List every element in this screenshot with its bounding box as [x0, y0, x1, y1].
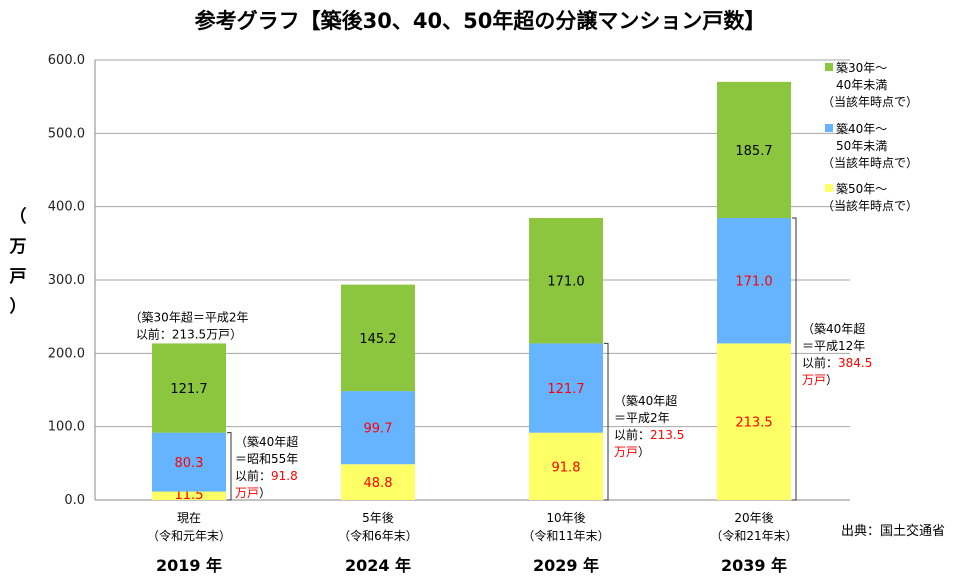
annotation-tail: ）: [826, 373, 838, 387]
bar-value-label: 48.8: [364, 476, 393, 491]
legend-label: 築40年〜: [836, 121, 887, 136]
x-category-sublabel: （令和元年末）: [147, 528, 231, 543]
annotation-highlight: 万戸: [802, 373, 826, 387]
annotation-text: 以前：213.5万戸）: [136, 326, 242, 341]
bar-value-label: 185.7: [735, 144, 772, 159]
legend-swatch: [825, 63, 833, 71]
annotation-line: 以前：213.5: [614, 427, 684, 442]
bar-segment-3-2: [717, 81, 791, 219]
bar-value-label: 121.7: [170, 382, 207, 397]
annotation-bracket: [792, 217, 797, 501]
annotation-highlight: 万戸: [235, 486, 259, 500]
bar-value-label: 121.7: [547, 382, 584, 397]
annotation-text: ＝平成12年: [802, 339, 865, 353]
y-tick-label: 400.0: [48, 200, 85, 215]
bar-segment-0-1: [152, 432, 226, 492]
annotation-highlight: 384.5: [838, 356, 872, 370]
annotation-line: ＝昭和55年: [235, 452, 298, 466]
y-tick-label: 200.0: [48, 346, 85, 361]
bar-value-label: 80.3: [175, 456, 204, 471]
annotation-text: 以前：: [235, 468, 271, 483]
y-axis-label-char: （: [10, 206, 27, 227]
annotation-line: （築40年超: [235, 434, 298, 449]
annotation-text: 以前：: [802, 355, 838, 370]
annotation-text: 以前：: [614, 427, 650, 442]
legend-label: 50年未満: [836, 139, 887, 153]
annotation-text: （築40年超: [614, 393, 677, 408]
y-tick-label: 0.0: [64, 493, 85, 508]
annotation-text: ＝昭和55年: [235, 452, 298, 466]
legend-label: （当該年時点で）: [822, 198, 918, 213]
annotation-line: 以前：384.5: [802, 355, 872, 370]
bar-segment-2-2: [529, 218, 603, 344]
y-tick-label: 100.0: [48, 420, 85, 435]
annotation-line: （築40年超: [802, 321, 865, 336]
annotation-tail: ）: [638, 445, 650, 459]
x-category-sublabel: （令和11年末）: [522, 528, 609, 543]
legend-label: （当該年時点で）: [822, 94, 918, 109]
annotation-line: 万戸）: [235, 486, 271, 500]
legend-swatch: [825, 184, 833, 192]
x-category-label: 20年後: [734, 511, 773, 525]
legend-swatch: [825, 124, 833, 132]
bar-segment-0-2: [152, 343, 226, 433]
y-axis-label-char: ）: [10, 296, 27, 317]
y-axis-label-char: 戸: [10, 267, 27, 287]
annotation-text: （築30年超＝平成2年: [130, 309, 249, 324]
annotation-line: （築30年超＝平成2年: [130, 309, 249, 324]
x-category-sublabel: （令和6年末）: [338, 528, 418, 543]
bar-segment-3-0: [717, 343, 791, 500]
annotation-bracket: [227, 432, 232, 501]
bar-segment-2-1: [529, 343, 603, 433]
annotation-highlight: 213.5: [650, 428, 684, 442]
x-category-sublabel: （令和21年末）: [710, 528, 797, 543]
bar-value-label: 11.5: [175, 488, 204, 503]
x-category-label: 5年後: [362, 511, 394, 525]
annotation-line: 以前：91.8: [235, 468, 298, 483]
y-tick-label: 300.0: [48, 273, 85, 288]
bar-value-label: 213.5: [735, 416, 772, 431]
bar-segment-1-2: [341, 284, 415, 392]
annotation-bracket: [604, 342, 609, 501]
annotation-highlight: 万戸: [614, 445, 638, 459]
bar-value-label: 171.0: [547, 275, 584, 290]
y-axis-label-char: 万: [9, 237, 27, 257]
bar-value-label: 91.8: [552, 460, 581, 475]
y-tick-label: 600.0: [48, 53, 85, 68]
bar-segment-1-0: [341, 464, 415, 500]
annotation-line: 以前：213.5万戸）: [136, 326, 242, 341]
x-year-label: 2029 年: [533, 556, 599, 575]
annotation-text: （築40年超: [235, 434, 298, 449]
annotation-tail: ）: [259, 486, 271, 500]
bar-segment-2-0: [529, 432, 603, 500]
source-label: 出典：国土交通省: [841, 523, 945, 539]
x-year-label: 2024 年: [345, 556, 411, 575]
legend-label: （当該年時点で）: [822, 155, 918, 170]
annotation-text: （築40年超: [802, 321, 865, 336]
annotation-highlight: 91.8: [271, 469, 298, 483]
annotation-line: ＝平成12年: [802, 339, 865, 353]
bar-value-label: 171.0: [735, 275, 772, 290]
legend-label: 築50年〜: [836, 181, 887, 196]
annotation-line: 万戸）: [802, 373, 838, 387]
annotation-text: ＝平成2年: [614, 411, 670, 425]
annotation-line: （築40年超: [614, 393, 677, 408]
bar-value-label: 99.7: [364, 422, 393, 437]
bar-value-label: 145.2: [359, 332, 396, 347]
bar-segment-0-0: [152, 491, 226, 500]
bar-segment-1-1: [341, 391, 415, 465]
annotation-line: ＝平成2年: [614, 411, 670, 425]
legend-label: 40年未満: [836, 78, 887, 92]
x-category-label: 現在: [177, 511, 201, 525]
chart-title: 参考グラフ【築後30、40、50年超の分譲マンション戸数】: [195, 9, 766, 33]
y-tick-label: 500.0: [48, 126, 85, 141]
legend-label: 築30年〜: [836, 60, 887, 75]
x-category-label: 10年後: [546, 511, 585, 525]
x-year-label: 2039 年: [721, 556, 787, 575]
annotation-line: 万戸）: [614, 445, 650, 459]
x-year-label: 2019 年: [156, 556, 222, 575]
bar-segment-3-1: [717, 218, 791, 344]
